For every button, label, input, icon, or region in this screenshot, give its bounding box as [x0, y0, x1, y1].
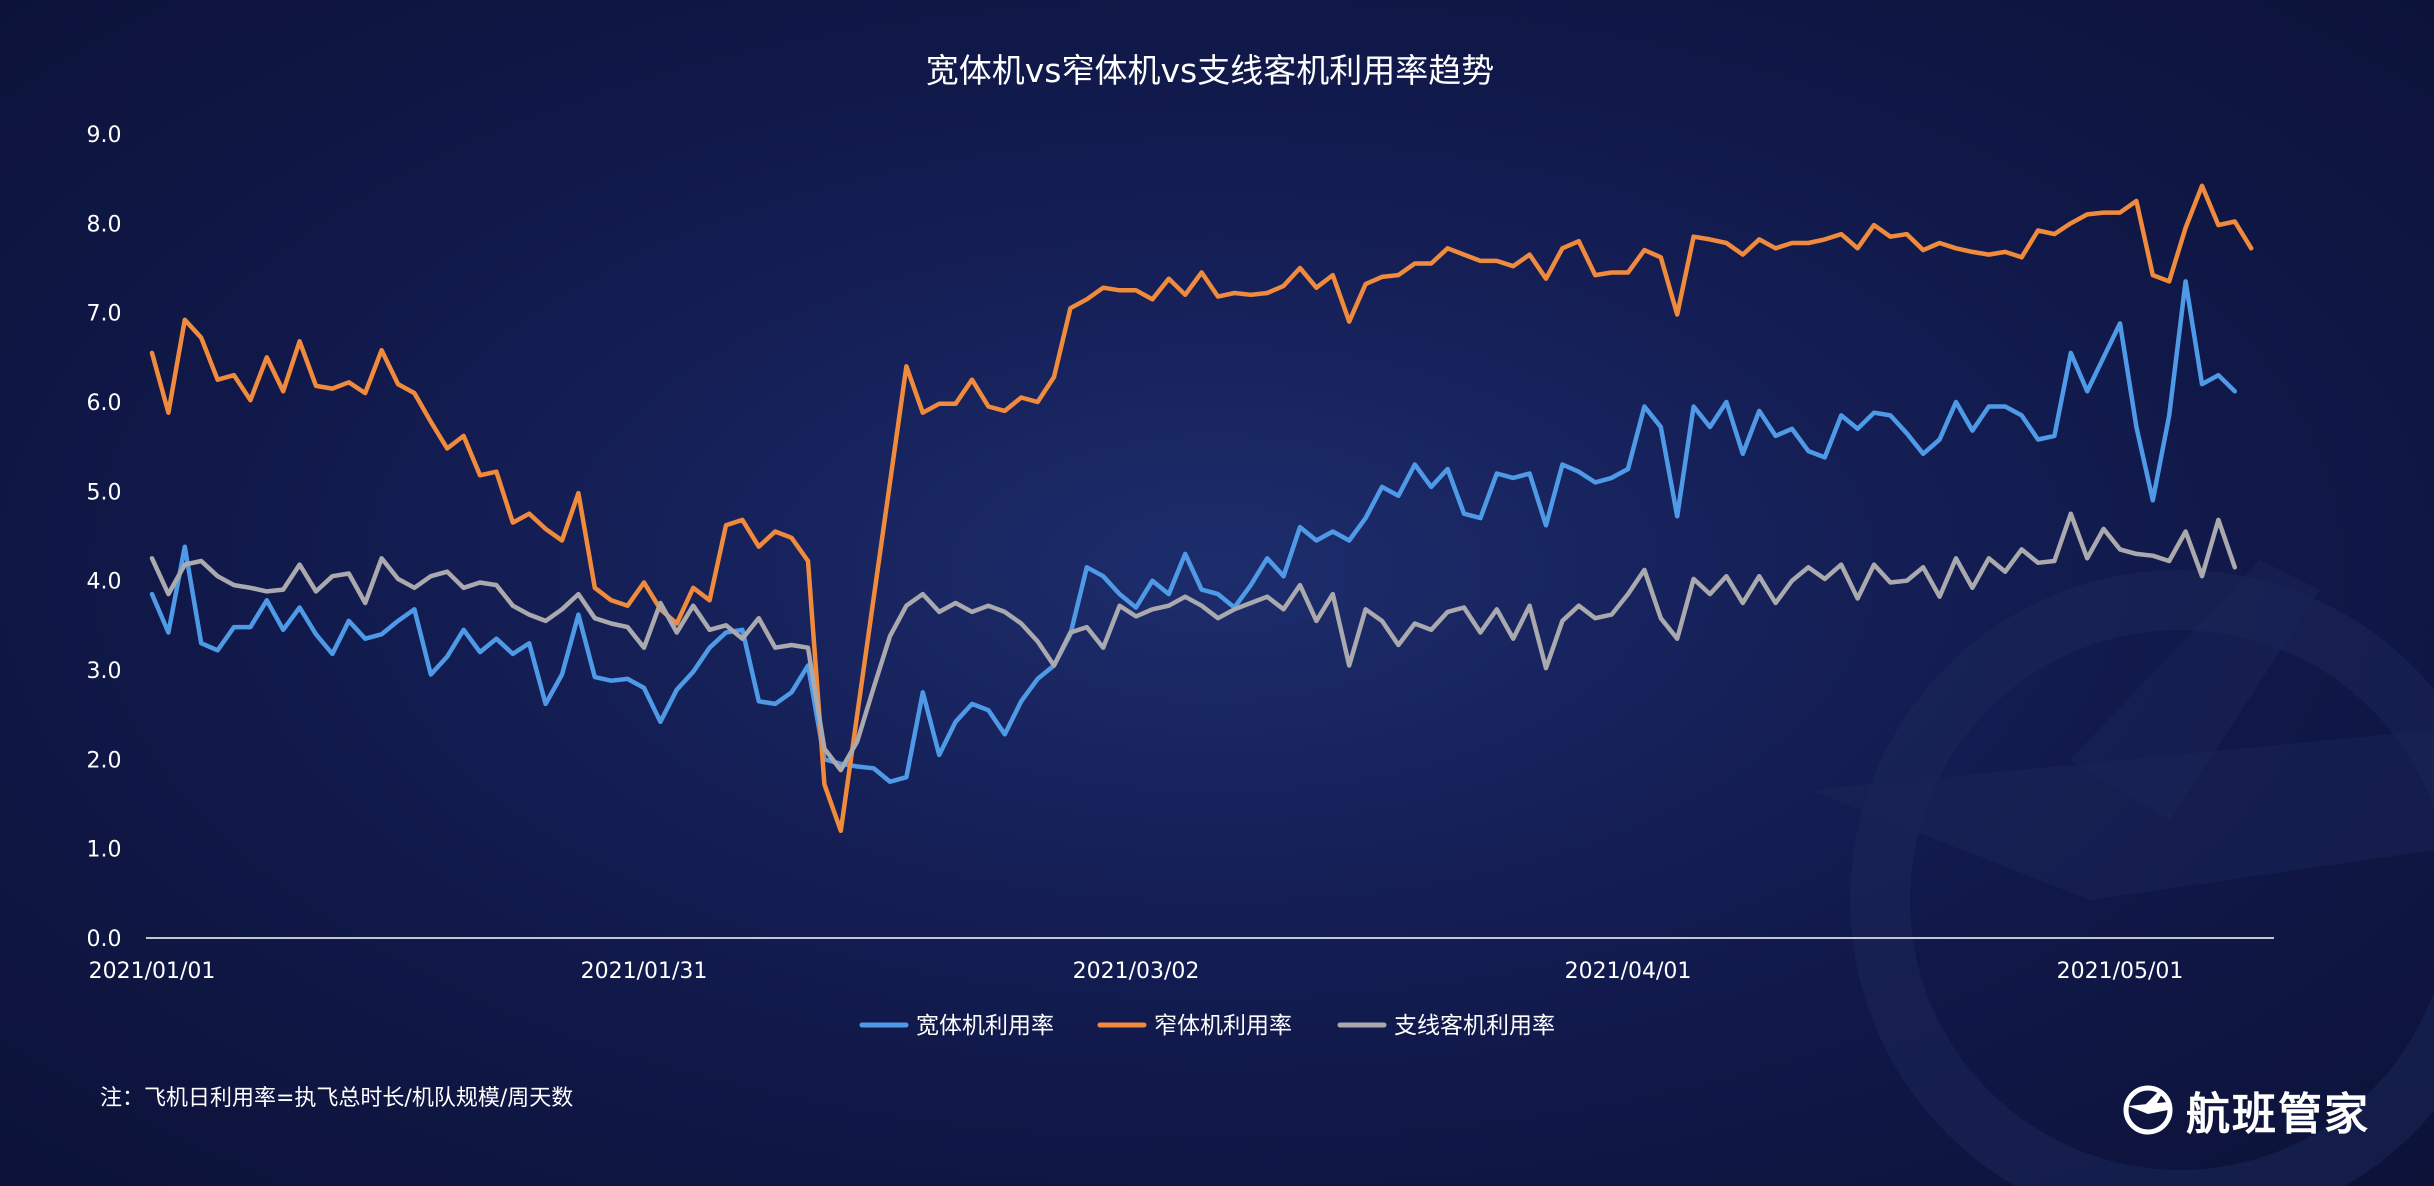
brand-name: 航班管家: [2186, 1089, 2370, 1140]
y-axis-ticks: 0.0 1.0 2.0 3.0 4.0 5.0 6.0 7.0 8.0 9.0: [87, 123, 122, 952]
y-tick-label: 4.0: [87, 570, 122, 595]
y-tick-label: 2.0: [87, 748, 122, 773]
legend-label-3: 支线客机利用率: [1394, 1013, 1555, 1039]
x-axis-ticks: 2021/01/01 2021/01/31 2021/03/02 2021/04/01…: [89, 959, 2184, 984]
y-tick-label: 9.0: [87, 123, 122, 148]
brand-logo: 航班管家: [2122, 1080, 2370, 1140]
legend: 宽体机利用率 窄体机利用率 支线客机利用率: [859, 1013, 1555, 1039]
x-tick-label: 2021/04/01: [1565, 959, 1692, 984]
legend-label-1: 宽体机利用率: [916, 1013, 1054, 1039]
series-layer: [149, 183, 2254, 834]
legend-label-2: 窄体机利用率: [1154, 1013, 1292, 1039]
series-line-2: [149, 183, 2254, 834]
y-tick-label: 3.0: [87, 659, 122, 684]
footnote: 注：飞机日利用率=执飞总时长/机队规模/周天数: [100, 1086, 574, 1111]
x-tick-label: 2021/01/01: [89, 959, 216, 984]
y-tick-label: 8.0: [87, 212, 122, 237]
y-tick-label: 0.0: [87, 927, 122, 952]
chart-title: 宽体机vs窄体机vs支线客机利用率趋势: [926, 51, 1494, 90]
x-tick-label: 2021/01/31: [581, 959, 708, 984]
x-tick-label: 2021/03/02: [1073, 959, 1200, 984]
y-tick-label: 6.0: [87, 391, 122, 416]
x-tick-label: 2021/05/01: [2057, 959, 2184, 984]
plane-logo-icon: [2123, 1085, 2173, 1135]
series-line-3: [149, 511, 2238, 773]
y-tick-label: 7.0: [87, 302, 122, 327]
y-tick-label: 1.0: [87, 838, 122, 863]
series-line-1: [149, 279, 2238, 784]
y-tick-label: 5.0: [87, 480, 122, 505]
